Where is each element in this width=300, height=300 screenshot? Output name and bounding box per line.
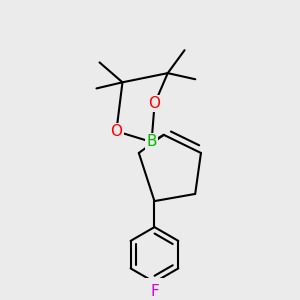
Text: O: O [110,124,122,139]
Text: B: B [146,134,157,149]
Text: O: O [148,96,160,111]
Text: F: F [150,284,159,299]
